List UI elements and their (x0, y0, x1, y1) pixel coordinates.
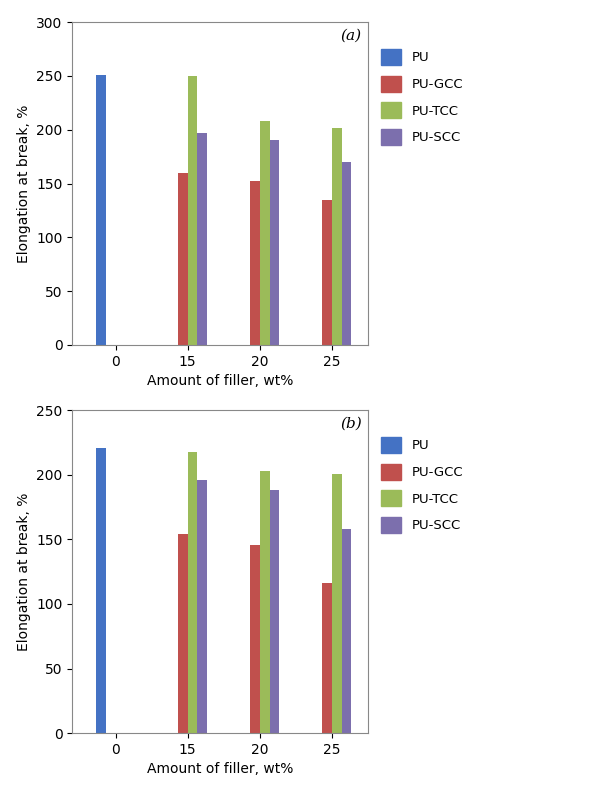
Y-axis label: Elongation at break, %: Elongation at break, % (17, 105, 31, 262)
Bar (260, 471, 269, 733)
Bar (96, 448, 105, 733)
Bar (322, 584, 332, 733)
Bar (178, 534, 188, 733)
Bar (96, 75, 105, 345)
Bar (188, 452, 198, 733)
Bar (342, 529, 352, 733)
Bar (188, 76, 198, 345)
Bar (332, 128, 342, 345)
Legend: PU, PU-GCC, PU-TCC, PU-SCC: PU, PU-GCC, PU-TCC, PU-SCC (377, 45, 467, 149)
Text: (a): (a) (340, 29, 362, 43)
X-axis label: Amount of filler, wt%: Amount of filler, wt% (147, 762, 293, 776)
Bar (332, 473, 342, 733)
X-axis label: Amount of filler, wt%: Amount of filler, wt% (147, 374, 293, 388)
Bar (342, 162, 352, 345)
Legend: PU, PU-GCC, PU-TCC, PU-SCC: PU, PU-GCC, PU-TCC, PU-SCC (377, 433, 467, 537)
Bar (198, 133, 207, 345)
Y-axis label: Elongation at break, %: Elongation at break, % (17, 492, 31, 651)
Bar (178, 173, 188, 345)
Bar (250, 545, 260, 733)
Bar (269, 140, 279, 345)
Text: (b): (b) (340, 417, 362, 431)
Bar (198, 480, 207, 733)
Bar (260, 121, 269, 345)
Bar (250, 182, 260, 345)
Bar (269, 490, 279, 733)
Bar (322, 200, 332, 345)
